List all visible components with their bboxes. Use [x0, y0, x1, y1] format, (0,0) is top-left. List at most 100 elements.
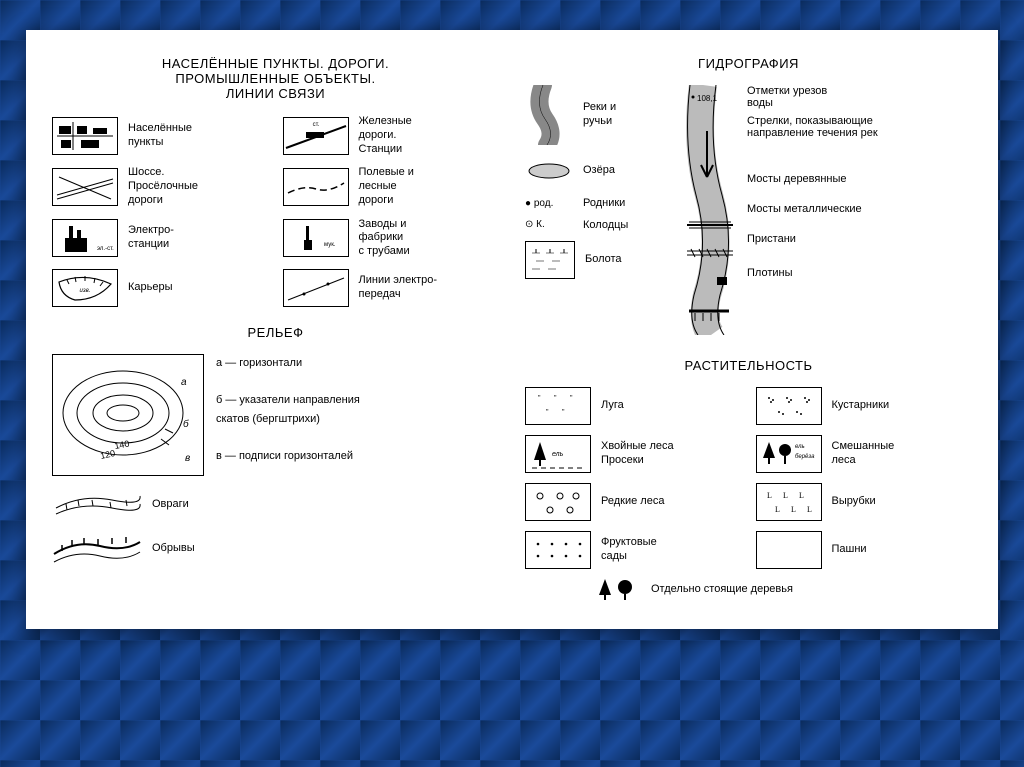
cliff-icon [52, 532, 142, 564]
legend-label: Овраги [152, 498, 189, 510]
powerline-icon [283, 269, 349, 307]
legend-item-quarry: изв. Карьеры [52, 269, 269, 307]
legend-label: Кустарники [832, 399, 973, 413]
legend-item-settlements: Населённые пункты [52, 115, 269, 156]
conifer-icon: ель [525, 435, 591, 473]
svg-text:берёза: берёза [795, 454, 815, 460]
legend-label: Линии электро- передач [359, 274, 500, 302]
svg-text:ель: ель [552, 451, 564, 458]
legend-item-factory: мук. Заводы и фабрики с трубами [283, 218, 500, 259]
right-column: ГИДРОГРАФИЯ Реки и ручьи Озёра [525, 52, 972, 601]
legend-item-swamp: Болота [525, 241, 675, 279]
legend-item-railway: ст. Железные дороги. Станции [283, 115, 500, 156]
factory-icon: мук. [283, 219, 349, 257]
legend-label: Шоссе. Просёлочные дороги [128, 166, 269, 207]
legend-item-fieldroad: Полевые и лесные дороги [283, 166, 500, 207]
relief-notes: а — горизонтали б — указатели направлени… [216, 354, 360, 476]
legend-label: Болота [585, 253, 675, 267]
svg-text:б: б [183, 418, 189, 430]
legend-item-ravine: Овраги [52, 488, 499, 520]
arable-icon [756, 531, 822, 569]
legend-label: Отметки урезов воды [747, 85, 972, 107]
lake-icon [525, 153, 573, 189]
legend-item-standalone-trees: Отдельно стоящие деревья [597, 577, 972, 601]
section-title-settlements: НАСЕЛЁННЫЕ ПУНКТЫ. ДОРОГИ. ПРОМЫШЛЕННЫЕ … [52, 56, 499, 101]
well-icon: ⊙ К. [525, 219, 573, 232]
railway-icon: ст. [283, 117, 349, 155]
legend-label: Плотины [747, 267, 972, 279]
swamp-icon [525, 241, 575, 279]
vegetation-grid: """"" Луга Кустарники ель Хвойные леса П… [525, 387, 972, 569]
left-column: НАСЕЛЁННЫЕ ПУНКТЫ. ДОРОГИ. ПРОМЫШЛЕННЫЕ … [52, 52, 499, 601]
svg-text:": " [554, 395, 557, 402]
legend-label: Смешанные леса [832, 440, 973, 468]
legend-label: Электро- станции [128, 224, 269, 252]
settlements-grid: Населённые пункты ст. Железные дороги. С… [52, 115, 499, 307]
svg-text:140: 140 [114, 438, 131, 450]
sparse-icon [525, 483, 591, 521]
legend-item-powerline: Линии электро- передач [283, 269, 500, 307]
legend-item-clearcut: LLLLLL Вырубки [756, 483, 973, 521]
river-strip: 108,1 [683, 85, 739, 340]
hydro-layout: Реки и ручьи Озёра ● род. Родники ⊙ К. [525, 85, 972, 340]
ravine-icon [52, 488, 142, 520]
legend-item-mixed: ель берёза Смешанные леса [756, 435, 973, 473]
quarry-icon: изв. [52, 269, 118, 307]
fieldroad-icon [283, 168, 349, 206]
section-title-relief: РЕЛЬЕФ [52, 325, 499, 340]
legend-item-spring: ● род. Родники [525, 197, 675, 211]
highway-icon [52, 168, 118, 206]
legend-label: Родники [583, 197, 675, 211]
svg-text:ст.: ст. [312, 122, 319, 128]
svg-text:ель: ель [795, 444, 805, 450]
legend-label: Мосты металлические [747, 203, 972, 225]
svg-text:изв.: изв. [80, 288, 91, 294]
settlements-icon [52, 117, 118, 155]
river-icon [525, 85, 573, 145]
relief-block: а б в 120 140 а — горизонтали б — указат… [52, 354, 499, 476]
legend-label: Железные дороги. Станции [359, 115, 500, 156]
mixed-icon: ель берёза [756, 435, 822, 473]
legend-item-arable: Пашни [756, 531, 973, 569]
meadow-icon: " " " " " [525, 387, 591, 425]
orchard-icon [525, 531, 591, 569]
legend-label: Луга [601, 399, 742, 413]
water-level-mark: 108,1 [697, 94, 718, 103]
section-title-vegetation: РАСТИТЕЛЬНОСТЬ [525, 358, 972, 373]
legend-item-cliff: Обрывы [52, 532, 499, 564]
legend-label: Редкие леса [601, 495, 742, 509]
tree-icon [597, 577, 637, 601]
hydro-right-labels: Отметки урезов воды Стрелки, показывающи… [747, 85, 972, 340]
legend-label: Отдельно стоящие деревья [651, 583, 793, 595]
legend-label: Населённые пункты [128, 122, 269, 150]
legend-page: НАСЕЛЁННЫЕ ПУНКТЫ. ДОРОГИ. ПРОМЫШЛЕННЫЕ … [26, 30, 998, 629]
legend-item-lake: Озёра [525, 153, 675, 189]
legend-label: Обрывы [152, 542, 195, 554]
clearcut-icon: LLLLLL [756, 483, 822, 521]
contour-diagram: а б в 120 140 [52, 354, 204, 476]
svg-text:": " [570, 395, 573, 402]
legend-label: Озёра [583, 164, 675, 178]
legend-label: Колодцы [583, 219, 675, 233]
legend-label: Реки и ручьи [583, 101, 675, 129]
svg-text:": " [546, 409, 549, 416]
legend-item-meadow: " " " " " Луга [525, 387, 742, 425]
svg-text:": " [538, 395, 541, 402]
spring-icon: ● род. [525, 198, 573, 211]
svg-text:эл.-ст.: эл.-ст. [97, 246, 114, 252]
svg-text:L: L [791, 505, 796, 514]
legend-label: Мосты деревянные [747, 173, 972, 195]
powerstation-icon: эл.-ст. [52, 219, 118, 257]
svg-text:а: а [181, 377, 187, 388]
svg-text:мук.: мук. [324, 242, 336, 248]
svg-text:L: L [807, 505, 812, 514]
legend-item-shrub: Кустарники [756, 387, 973, 425]
svg-text:": " [562, 409, 565, 416]
legend-label: Пристани [747, 233, 972, 259]
section-title-hydro: ГИДРОГРАФИЯ [525, 56, 972, 71]
legend-item-orchard: Фруктовые сады [525, 531, 742, 569]
svg-text:L: L [799, 491, 804, 500]
legend-label: Пашни [832, 543, 973, 557]
svg-text:L: L [783, 491, 788, 500]
legend-label: Карьеры [128, 281, 269, 295]
